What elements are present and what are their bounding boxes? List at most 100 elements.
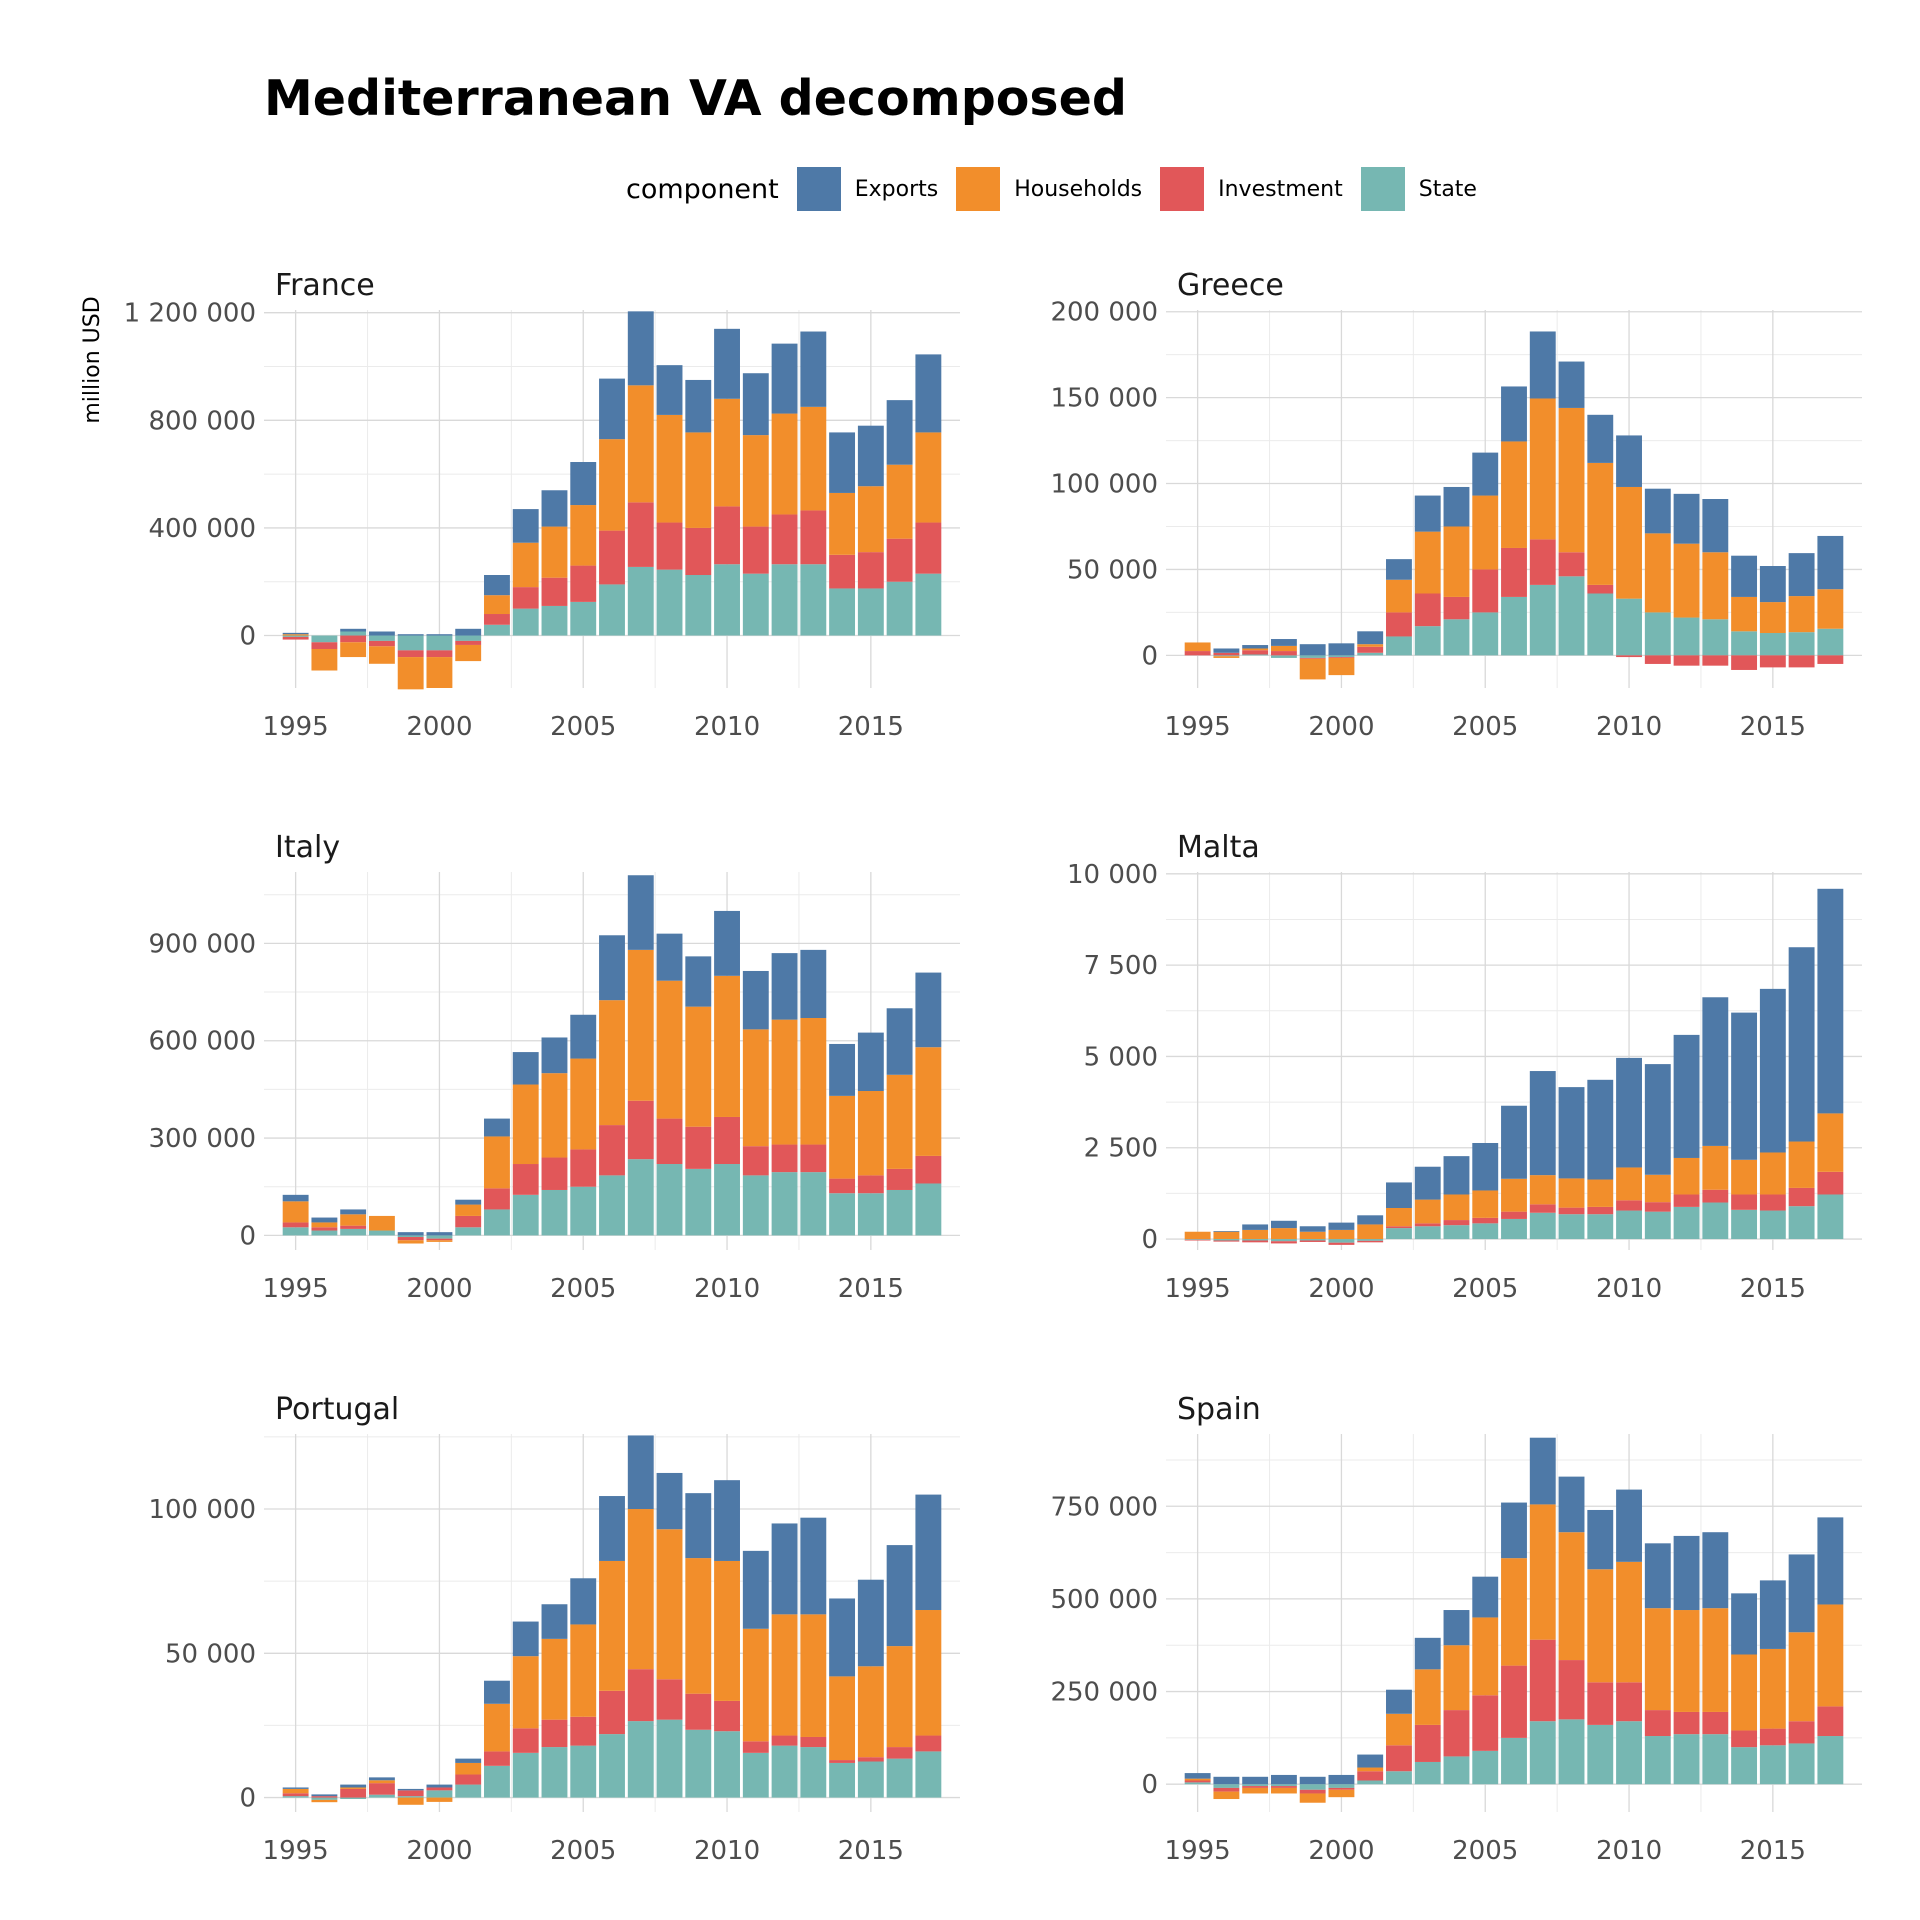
bar-malta-exports-2006 bbox=[1501, 1105, 1527, 1179]
bar-portugal-exports-2015 bbox=[857, 1579, 884, 1667]
bar-spain-state-2009 bbox=[1587, 1724, 1614, 1785]
bar-spain-households-2014 bbox=[1731, 1654, 1758, 1731]
bar-malta-investment-2009 bbox=[1587, 1206, 1614, 1215]
bar-spain-state-2008 bbox=[1558, 1719, 1585, 1785]
bar-france-households-2006 bbox=[599, 439, 625, 531]
bar-france-exports-2004 bbox=[541, 490, 568, 527]
y-tick-label: 0 bbox=[1141, 1770, 1158, 1800]
x-tick-label: 2010 bbox=[1596, 1274, 1662, 1304]
bar-malta-investment-2001 bbox=[1357, 1240, 1384, 1243]
bar-france-investment-1999 bbox=[397, 650, 424, 658]
x-tick-label: 2000 bbox=[406, 1836, 472, 1866]
panel-title: France bbox=[275, 268, 375, 303]
x-tick-label: 1995 bbox=[263, 1836, 329, 1866]
bar-france-investment-2000 bbox=[426, 650, 453, 658]
bar-spain-exports-2015 bbox=[1759, 1580, 1786, 1649]
bar-spain-investment-2001 bbox=[1357, 1771, 1384, 1781]
bar-greece-exports-2007 bbox=[1529, 331, 1556, 399]
bar-italy-exports-1999 bbox=[397, 1232, 424, 1236]
bar-italy-households-2001 bbox=[455, 1204, 482, 1216]
bar-italy-state-2007 bbox=[627, 1159, 654, 1236]
bar-portugal-households-2011 bbox=[742, 1628, 769, 1742]
bar-france-investment-2008 bbox=[656, 522, 683, 570]
bar-spain-households-2008 bbox=[1558, 1532, 1585, 1661]
bar-italy-households-2009 bbox=[685, 1006, 712, 1127]
bar-spain-state-2002 bbox=[1386, 1771, 1412, 1785]
bar-greece-households-2010 bbox=[1616, 486, 1642, 599]
bar-malta-exports-2001 bbox=[1357, 1215, 1384, 1225]
bar-portugal-investment-2008 bbox=[656, 1679, 683, 1720]
bar-greece-investment-2015 bbox=[1759, 655, 1786, 668]
bar-italy-state-2011 bbox=[742, 1175, 769, 1236]
bar-greece-state-2000 bbox=[1328, 655, 1355, 658]
bar-malta-households-2015 bbox=[1759, 1152, 1786, 1195]
bar-france-investment-2007 bbox=[627, 502, 654, 567]
bar-spain-state-2000 bbox=[1328, 1784, 1355, 1788]
bar-malta-exports-2014 bbox=[1731, 1012, 1758, 1160]
bar-france-exports-1999 bbox=[397, 634, 424, 636]
x-tick-label: 2015 bbox=[1740, 712, 1806, 742]
y-tick-label: 600 000 bbox=[148, 1027, 256, 1057]
bar-greece-households-2008 bbox=[1558, 407, 1585, 553]
bar-portugal-households-2001 bbox=[455, 1762, 482, 1775]
bar-spain-households-2002 bbox=[1386, 1713, 1412, 1746]
bar-portugal-households-2016 bbox=[886, 1646, 913, 1748]
bar-greece-households-2014 bbox=[1731, 596, 1758, 632]
x-tick-label: 2010 bbox=[1596, 712, 1662, 742]
bar-spain-exports-2002 bbox=[1386, 1689, 1412, 1714]
panel-greece: 0 50 000 100 000 150 000 200 000 1995 2000 2005… bbox=[1050, 268, 1862, 742]
x-tick-label: 2000 bbox=[1308, 712, 1374, 742]
bar-greece-investment-2011 bbox=[1644, 655, 1671, 664]
bar-italy-state-2001 bbox=[455, 1227, 482, 1236]
bar-france-exports-2008 bbox=[656, 365, 683, 415]
bar-greece-investment-2016 bbox=[1788, 655, 1815, 668]
bar-italy-households-2007 bbox=[627, 949, 654, 1101]
y-tick-label: 900 000 bbox=[148, 929, 256, 959]
panel-france: 0 400 000 800 000 1 200 000 1995 2000 2005 2010… bbox=[124, 268, 960, 742]
bar-spain-exports-2010 bbox=[1616, 1489, 1642, 1562]
bar-portugal-households-2005 bbox=[570, 1624, 597, 1717]
panel-italy: 0 300 000 600 000 900 000 1995 2000 2005 2010 20… bbox=[148, 830, 960, 1304]
bar-spain-exports-2004 bbox=[1443, 1610, 1470, 1646]
bar-greece-state-1998 bbox=[1270, 655, 1297, 658]
legend-key-state bbox=[1360, 167, 1405, 211]
bar-italy-state-2004 bbox=[541, 1189, 568, 1236]
bar-malta-investment-2007 bbox=[1529, 1204, 1556, 1213]
bar-italy-households-2011 bbox=[742, 1029, 769, 1147]
bar-france-investment-2015 bbox=[857, 552, 884, 589]
bar-greece-investment-2007 bbox=[1529, 539, 1556, 585]
bar-spain-investment-1995 bbox=[1184, 1780, 1211, 1783]
bar-portugal-exports-1996 bbox=[311, 1794, 338, 1797]
bar-portugal-households-2002 bbox=[484, 1703, 510, 1752]
x-tick-label: 1995 bbox=[1165, 1274, 1231, 1304]
bar-portugal-exports-1995 bbox=[282, 1787, 309, 1789]
bar-spain-households-2012 bbox=[1673, 1610, 1700, 1712]
bar-france-households-2012 bbox=[771, 413, 798, 515]
x-tick-label: 2005 bbox=[1452, 1274, 1518, 1304]
bar-portugal-state-2017 bbox=[915, 1751, 942, 1798]
bar-malta-households-1995 bbox=[1184, 1231, 1211, 1240]
bar-malta-households-1998 bbox=[1270, 1228, 1297, 1240]
bar-malta-investment-2011 bbox=[1644, 1202, 1671, 1212]
bar-portugal-investment-2017 bbox=[915, 1735, 942, 1752]
bar-portugal-households-1995 bbox=[282, 1788, 309, 1794]
bar-spain-investment-2016 bbox=[1788, 1721, 1815, 1744]
bar-greece-investment-2017 bbox=[1817, 655, 1844, 664]
bar-greece-state-2011 bbox=[1644, 612, 1671, 656]
bar-greece-households-2007 bbox=[1529, 398, 1556, 540]
bar-greece-state-2003 bbox=[1414, 626, 1441, 656]
y-tick-label: 0 bbox=[1141, 641, 1158, 671]
bar-spain-households-2000 bbox=[1328, 1789, 1355, 1798]
bar-malta-exports-2007 bbox=[1529, 1071, 1556, 1176]
bar-france-state-2002 bbox=[484, 624, 510, 636]
bar-malta-exports-2012 bbox=[1673, 1034, 1700, 1158]
y-tick-label: 50 000 bbox=[1067, 555, 1158, 585]
bar-spain-state-2004 bbox=[1443, 1756, 1470, 1785]
bar-italy-state-2017 bbox=[915, 1183, 942, 1236]
bar-spain-exports-2009 bbox=[1587, 1509, 1614, 1570]
y-tick-label: 150 000 bbox=[1050, 384, 1158, 414]
bar-malta-state-2009 bbox=[1587, 1214, 1614, 1240]
bar-greece-investment-2002 bbox=[1386, 612, 1412, 637]
bar-italy-exports-2001 bbox=[455, 1199, 482, 1205]
bar-portugal-state-2001 bbox=[455, 1784, 482, 1798]
